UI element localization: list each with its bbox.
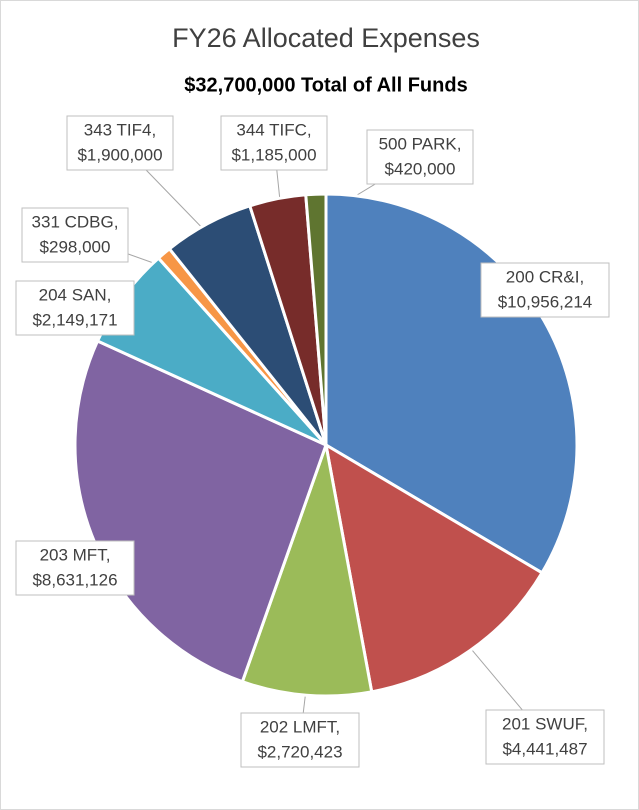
label-box [485, 709, 605, 765]
category-label: 202 LMFT, [260, 717, 340, 736]
value-label: $8,631,126 [32, 570, 117, 589]
label-box [15, 280, 135, 336]
pie-slice [304, 192, 328, 446]
category-label: 344 TIFC, [236, 120, 311, 139]
category-label: 500 PARK, [379, 134, 462, 153]
category-label: 204 SAN, [39, 285, 112, 304]
label-box [366, 129, 474, 185]
category-label: 200 CR&I, [506, 267, 584, 286]
label-box [21, 207, 129, 263]
category-label: 203 MFT, [40, 545, 111, 564]
chart-title: FY26 Allocated Expenses [172, 23, 480, 53]
label-box [220, 115, 328, 171]
label-box [15, 540, 135, 596]
category-label: 331 CDBG, [32, 212, 119, 231]
pie-slice [240, 439, 374, 698]
value-label: $2,720,423 [257, 742, 342, 761]
chart-subtitle: $32,700,000 Total of All Funds [184, 74, 467, 96]
label-box [66, 115, 174, 171]
value-label: $420,000 [385, 159, 456, 178]
pie-slice [323, 442, 545, 694]
value-label: $10,956,214 [498, 292, 593, 311]
label-box [240, 712, 360, 768]
value-label: $4,441,487 [502, 739, 587, 758]
value-label: $1,900,000 [77, 145, 162, 164]
value-label: $2,149,171 [32, 310, 117, 329]
value-label: $298,000 [40, 237, 111, 256]
category-label: 201 SWUF, [502, 714, 588, 733]
category-label: 343 TIF4, [84, 120, 156, 139]
label-box [480, 262, 610, 318]
value-label: $1,185,000 [231, 145, 316, 164]
